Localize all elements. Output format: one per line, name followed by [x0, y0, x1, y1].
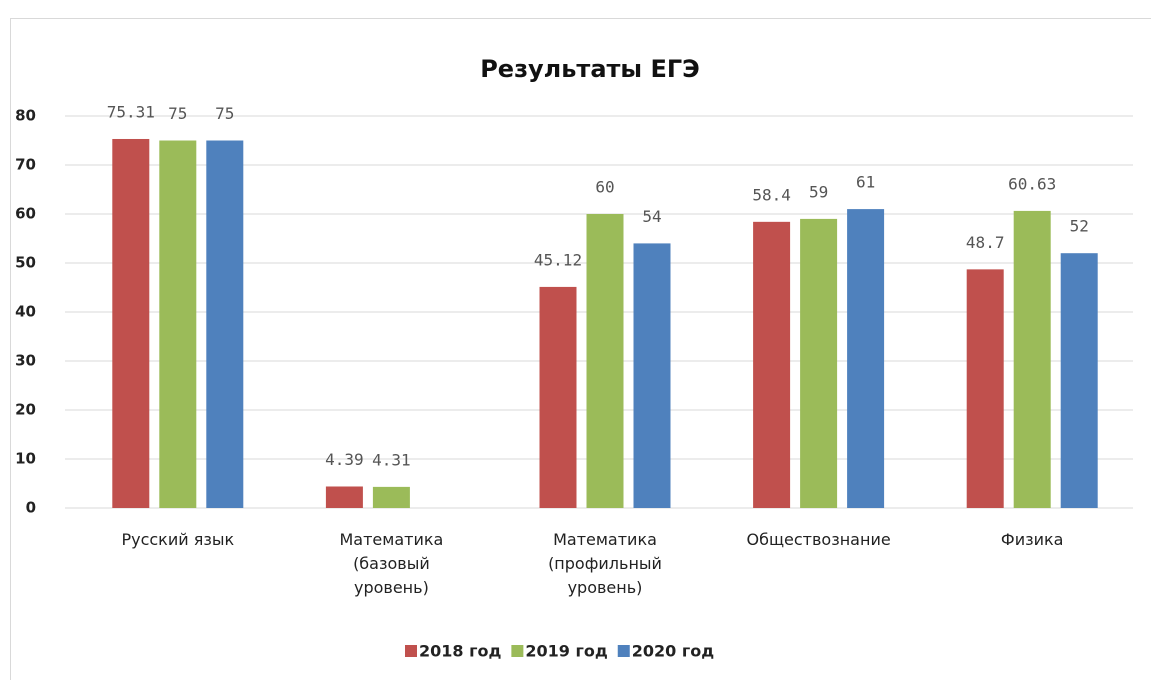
- y-tick-label: 70: [15, 156, 36, 174]
- data-label: 75: [168, 104, 187, 123]
- bar: [847, 209, 885, 508]
- legend-swatch: [405, 645, 417, 657]
- data-label: 75.31: [107, 102, 155, 121]
- data-label: 48.7: [966, 233, 1005, 252]
- bar: [159, 140, 197, 508]
- data-label: 58.4: [752, 185, 791, 204]
- legend-label: 2020 год: [632, 642, 714, 661]
- y-tick-label: 60: [15, 205, 36, 223]
- bar: [966, 269, 1004, 508]
- bar: [586, 214, 624, 508]
- bar: [633, 243, 671, 508]
- legend-label: 2019 год: [525, 642, 607, 661]
- data-label: 59: [809, 182, 828, 201]
- data-label: 60: [595, 178, 614, 197]
- bar: [325, 486, 363, 508]
- bar: [112, 138, 150, 508]
- data-label: 45.12: [534, 250, 582, 269]
- bar: [1013, 210, 1051, 508]
- y-tick-label: 0: [26, 499, 36, 517]
- data-label: 61: [856, 173, 875, 192]
- bar: [1060, 253, 1098, 508]
- y-tick-label: 30: [15, 352, 36, 370]
- data-label: 75: [215, 104, 234, 123]
- data-label: 4.39: [325, 450, 364, 469]
- x-tick-label: Обществознание: [747, 530, 891, 549]
- data-label: 54: [642, 207, 661, 226]
- legend-swatch: [511, 645, 524, 657]
- y-tick-label: 40: [15, 303, 36, 321]
- y-tick-label: 20: [15, 401, 36, 419]
- x-tick-label: Русский язык: [121, 530, 234, 549]
- chart-frame: [10, 18, 1151, 680]
- legend-swatch: [617, 645, 630, 657]
- bar: [372, 486, 410, 508]
- bar: [753, 221, 791, 508]
- y-tick-label: 10: [15, 450, 36, 468]
- data-label: 52: [1070, 217, 1089, 236]
- data-label: 60.63: [1008, 174, 1056, 193]
- y-tick-label: 80: [15, 107, 36, 125]
- x-tick-label: Математика (профильный уровень): [548, 530, 662, 597]
- chart-title: Результаты ЕГЭ: [480, 55, 700, 83]
- legend-label: 2018 год: [419, 642, 501, 661]
- bar: [206, 140, 244, 508]
- x-tick-label: Математика (базовый уровень): [339, 530, 443, 597]
- bar: [539, 286, 577, 508]
- data-label: 4.31: [372, 450, 411, 469]
- bar: [800, 218, 838, 508]
- x-tick-label: Физика: [1001, 530, 1064, 549]
- y-tick-label: 50: [15, 254, 36, 272]
